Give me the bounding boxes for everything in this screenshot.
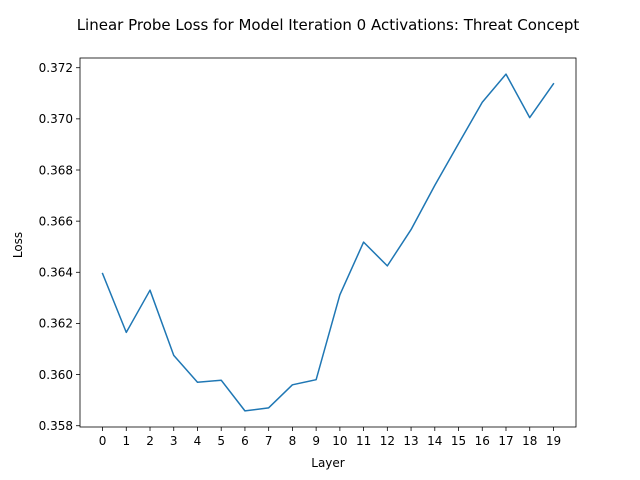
y-tick-label: 0.368 xyxy=(39,163,73,177)
y-tick-label: 0.372 xyxy=(39,61,73,75)
x-tick-label: 16 xyxy=(475,434,490,448)
x-tick-label: 4 xyxy=(194,434,202,448)
x-tick-label: 6 xyxy=(241,434,249,448)
y-tick-label: 0.364 xyxy=(39,266,73,280)
y-tick-label: 0.366 xyxy=(39,214,73,228)
x-tick-label: 10 xyxy=(332,434,347,448)
y-tick-label: 0.362 xyxy=(39,317,73,331)
x-tick-label: 18 xyxy=(522,434,537,448)
y-tick-label: 0.370 xyxy=(39,112,73,126)
x-tick-label: 17 xyxy=(498,434,513,448)
y-tick-label: 0.360 xyxy=(39,368,73,382)
x-tick-label: 0 xyxy=(99,434,107,448)
x-tick-label: 12 xyxy=(380,434,395,448)
x-tick-label: 14 xyxy=(427,434,442,448)
axes-frame xyxy=(79,57,577,428)
series-line-0 xyxy=(101,73,555,412)
x-tick-label: 9 xyxy=(312,434,320,448)
chart-title: Linear Probe Loss for Model Iteration 0 … xyxy=(77,16,580,34)
x-tick-label: 8 xyxy=(289,434,297,448)
x-tick-label: 5 xyxy=(217,434,225,448)
x-tick-label: 3 xyxy=(170,434,178,448)
x-tick-label: 7 xyxy=(265,434,273,448)
y-tick-label: 0.358 xyxy=(39,419,73,433)
y-axis-label: Loss xyxy=(11,232,25,258)
x-tick-label: 2 xyxy=(146,434,154,448)
x-tick-label: 1 xyxy=(122,434,130,448)
x-tick-label: 15 xyxy=(451,434,466,448)
x-axis-label: Layer xyxy=(311,456,345,470)
plot-area: 0 1 2 3 4 5 6 7 8 9 10 11 12 13 14 15 16 17 18 190.3580.360… xyxy=(39,57,577,448)
x-tick-label: 13 xyxy=(403,434,418,448)
x-tick-label: 19 xyxy=(546,434,561,448)
x-tick-label: 11 xyxy=(356,434,371,448)
